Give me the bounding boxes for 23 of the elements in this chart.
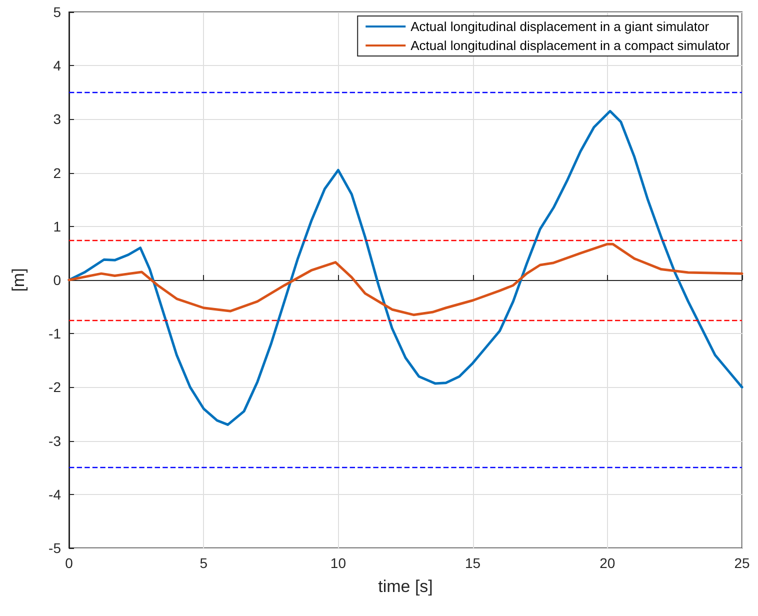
legend-label: Actual longitudinal displacement in a giant simulator [410,19,710,34]
legend-label: Actual longitudinal displacement in a compact simulator [410,38,731,53]
y-axis-title: [m] [9,268,28,292]
y-tick-label: 1 [53,218,62,234]
y-tick-label: -1 [48,326,62,342]
y-tick-label: 0 [53,272,62,288]
line-series [68,242,744,316]
x-tick-label: 15 [465,555,481,571]
x-tick-label: 10 [330,555,346,571]
x-tick-label: 20 [600,555,616,571]
y-tick-label: -5 [48,540,62,556]
x-tick-label: 0 [65,555,74,571]
line-series [68,110,744,426]
x-tick-label: 5 [200,555,208,571]
y-tick-label: 5 [53,4,62,20]
y-tick-label: -4 [48,486,62,502]
y-tick-label: 2 [53,164,62,181]
y-tick-label: 4 [53,58,62,74]
x-tick-label: 25 [734,555,750,571]
y-tick-label: -2 [48,379,62,396]
x-axis-title: time [s] [378,577,433,596]
y-tick-label: -3 [48,432,62,449]
y-tick-label: 3 [53,111,62,128]
